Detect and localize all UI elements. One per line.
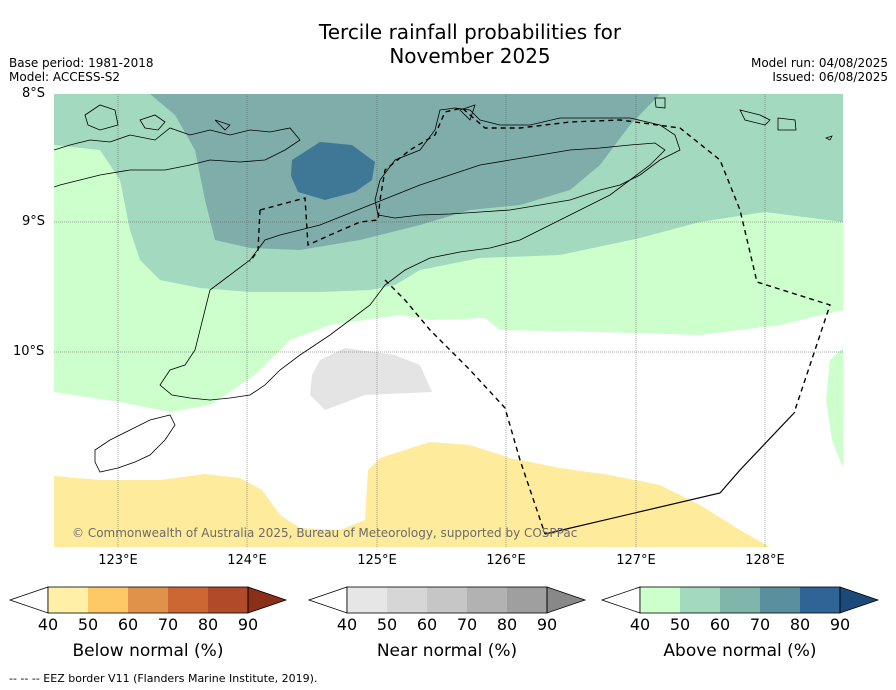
copyright-text: © Commonwealth of Australia 2025, Bureau… [72, 526, 578, 540]
coastlines [54, 97, 833, 473]
cb-below-title: Below normal (%) [72, 641, 224, 661]
model-text: Model: ACCESS-S2 [9, 70, 121, 84]
cb-below-tick: 70 [157, 615, 179, 634]
cb-above-tick: 40 [629, 615, 651, 634]
cb-near-tick: 50 [376, 615, 398, 634]
lon-label-127e: 127°E [616, 553, 656, 568]
colorbar-near-upper-arrow [546, 586, 587, 614]
base-period-text: Base period: 1981-2018 [9, 56, 154, 70]
model-run-text: Model run: 04/08/2025 [750, 56, 888, 70]
colorbar-below-upper-arrow [247, 586, 288, 614]
colorbar-below-lower-arrow [8, 586, 49, 614]
lon-label-124e: 124°E [227, 553, 267, 568]
lon-label-128e: 128°E [745, 553, 785, 568]
colorbar-near-swatch-4 [467, 587, 507, 613]
colorbar-near-normal [307, 586, 587, 614]
cb-above-tick: 70 [749, 615, 771, 634]
colorbar-below-swatch-5 [208, 587, 248, 613]
cb-above-title: Above normal (%) [663, 641, 817, 661]
cb-above-tick: 90 [829, 615, 851, 634]
east-island [824, 135, 833, 141]
above-normal-east-strip [826, 348, 843, 468]
below-normal-region [54, 442, 770, 547]
colorbar-below-swatch-4 [168, 587, 208, 613]
near-normal-region [310, 348, 432, 410]
cb-near-title: Near normal (%) [376, 641, 518, 661]
cb-near-tick: 70 [456, 615, 478, 634]
alor-wetar-coast [374, 107, 681, 219]
lon-label-126e: 126°E [486, 553, 526, 568]
lon-label-125e: 125°E [357, 553, 397, 568]
colorbar-above-swatch-2 [680, 587, 720, 613]
eez-border [249, 107, 831, 535]
cb-below-tick: 50 [77, 615, 99, 634]
above-normal-60-70-region [150, 94, 660, 250]
colorbar-above-swatch-1 [640, 587, 680, 613]
map-title: Tercile rainfall probabilities for Novem… [270, 20, 670, 68]
lat-label-9s: 9°S [22, 214, 46, 229]
colorbar-above-lower-arrow [600, 586, 641, 614]
colorbar-below-swatch-3 [128, 587, 168, 613]
colorbar-above-normal [600, 586, 880, 614]
colorbar-near-swatch-1 [347, 587, 387, 613]
title-line-1: Tercile rainfall probabilities for [318, 20, 622, 44]
lon-label-123e: 123°E [98, 553, 138, 568]
colorbar-above-swatch-5 [800, 587, 840, 613]
colorbar-near-swatch-3 [427, 587, 467, 613]
colorbar-near-swatch-5 [507, 587, 547, 613]
cb-above-tick: 60 [709, 615, 731, 634]
lat-label-10s: 10°S [13, 344, 45, 359]
colorbar-below-swatch-2 [88, 587, 128, 613]
issued-text: Issued: 06/08/2025 [772, 70, 888, 84]
cb-below-tick: 90 [237, 615, 259, 634]
colorbar-below-normal [8, 586, 288, 614]
colorbar-near-swatch-2 [387, 587, 427, 613]
cb-above-tick: 50 [669, 615, 691, 634]
rote-island [94, 414, 176, 473]
cb-below-tick: 60 [117, 615, 139, 634]
cb-near-tick: 80 [496, 615, 518, 634]
meta-right: Model run: 04/08/2025 Issued: 06/08/2025 [751, 56, 888, 84]
timor-coast [159, 142, 666, 401]
above-normal-70-80-region [291, 142, 375, 200]
colorbar-below-swatch-1 [48, 587, 88, 613]
colorbar-above-swatch-4 [760, 587, 800, 613]
cb-near-tick: 60 [416, 615, 438, 634]
cb-below-tick: 80 [197, 615, 219, 634]
eez-solid-line [544, 411, 796, 535]
cb-below-tick: 40 [37, 615, 59, 634]
cb-near-tick: 90 [536, 615, 558, 634]
flores-coast [54, 127, 301, 188]
colorbar-near-lower-arrow [307, 586, 348, 614]
eez-footnote: -- -- -- EEZ border V11 (Flanders Marine… [9, 672, 318, 685]
cb-near-tick: 40 [336, 615, 358, 634]
title-line-2: November 2025 [389, 44, 551, 68]
colorbar-above-swatch-3 [720, 587, 760, 613]
lat-label-8s: 8°S [22, 86, 46, 101]
graticule [54, 94, 843, 547]
colorbar-above-upper-arrow [839, 586, 880, 614]
meta-left: Base period: 1981-2018 Model: ACCESS-S2 [9, 56, 154, 84]
cb-above-tick: 80 [789, 615, 811, 634]
